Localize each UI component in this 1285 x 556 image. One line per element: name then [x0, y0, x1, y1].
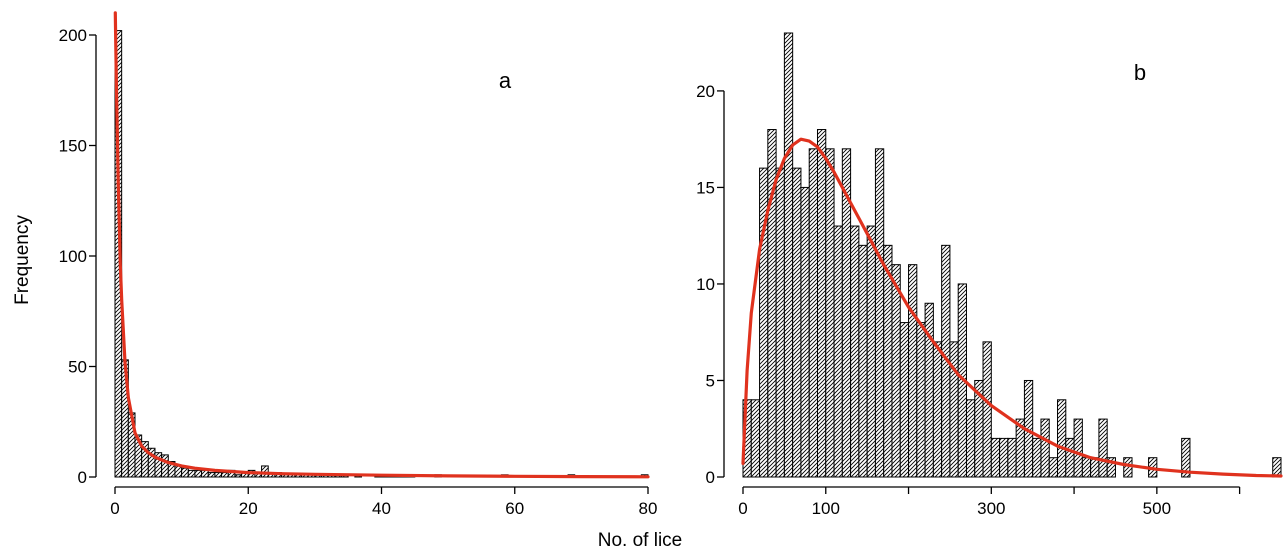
x-tick-label: 60 [505, 499, 524, 518]
histogram-bar [783, 32, 794, 478]
histogram-bar [949, 341, 959, 478]
y-tick-label: 50 [68, 358, 87, 377]
x-tick-label: 300 [977, 499, 1005, 518]
histogram-bar [800, 186, 810, 478]
histogram-bar [999, 437, 1009, 478]
histogram-bar [1123, 457, 1133, 478]
y-tick-label: 15 [696, 178, 715, 197]
histogram-bar [1057, 399, 1067, 478]
y-tick-label: 100 [59, 247, 87, 266]
panel-a: 0 50 100 150 200 0 20 40 60 80 a [59, 11, 658, 518]
histogram-bar [1272, 457, 1282, 478]
histogram-bar [965, 399, 976, 478]
fit-curve [113, 11, 650, 479]
histogram-bar [775, 167, 785, 478]
y-tick-label: 200 [59, 26, 87, 45]
histogram-bar [161, 454, 169, 478]
x-tick-label: 0 [738, 499, 747, 518]
x-axis-title: No. of lice [598, 530, 682, 551]
histogram-bar [858, 244, 868, 478]
histogram-bar [114, 30, 123, 478]
histogram-bar [825, 148, 835, 478]
histogram-bar [874, 148, 885, 478]
y-axis-title: Frequency [12, 215, 33, 305]
histogram-bar [1040, 418, 1050, 478]
histogram-bar [201, 469, 209, 478]
histogram-bar [899, 322, 910, 478]
x-tick-label: 40 [372, 499, 391, 518]
panel-label: a [499, 68, 512, 93]
y-tick-label: 10 [696, 275, 715, 294]
x-tick-label: 20 [239, 499, 258, 518]
y-tick-label: 0 [706, 468, 715, 487]
histogram-bar [1032, 437, 1042, 478]
histogram-bar [221, 472, 229, 478]
histogram-bar [1007, 437, 1017, 478]
histogram-bar [1106, 457, 1116, 478]
histogram-bar [1065, 437, 1075, 478]
y-tick-label: 20 [696, 82, 715, 101]
histogram-bar [234, 474, 243, 478]
y-tick-label: 5 [706, 371, 715, 390]
histogram-bar [181, 467, 189, 478]
x-tick-label: 500 [1143, 499, 1171, 518]
histogram-bar [214, 472, 223, 478]
histogram-bar [174, 465, 183, 478]
x-tick-label: 0 [110, 499, 119, 518]
histogram-bar [982, 341, 992, 478]
x-tick-label: 80 [639, 499, 658, 518]
y-tick-label: 0 [78, 468, 87, 487]
histogram-bar [908, 264, 918, 478]
histogram-bar [916, 322, 926, 478]
histogram-bar [1098, 418, 1108, 478]
histogram-bar [194, 469, 203, 478]
panel-b: 0 5 10 15 20 0 100 300 500 b [696, 32, 1283, 518]
histogram-bar [1081, 457, 1092, 478]
histogram-bar [866, 225, 876, 478]
histogram-bar [808, 148, 818, 478]
x-tick-label: 100 [812, 499, 840, 518]
histogram-bar [792, 167, 802, 478]
histogram-bar [187, 469, 196, 478]
histogram-bar [1073, 418, 1083, 478]
panel-label: b [1134, 60, 1146, 85]
y-tick-label: 150 [59, 137, 87, 156]
histogram-bar [1181, 437, 1191, 478]
histogram-bar [750, 399, 761, 478]
fit-curve [741, 137, 1283, 478]
histogram-bar [207, 472, 216, 478]
histogram-bar [990, 437, 1001, 478]
histogram-bar [816, 129, 827, 478]
histogram-bar [932, 341, 943, 478]
histogram-bar [1048, 457, 1059, 478]
histogram-bar [850, 225, 860, 478]
histogram-bar [883, 244, 893, 478]
histogram-bar [891, 264, 901, 478]
histogram-bar [833, 225, 843, 478]
